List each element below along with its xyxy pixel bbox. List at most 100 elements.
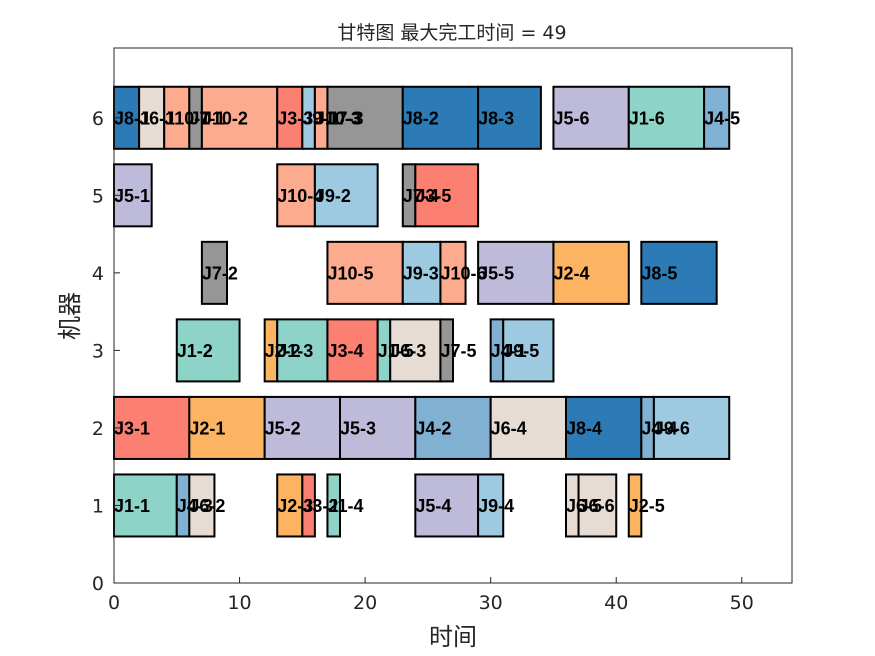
task-label: J5-5 bbox=[478, 263, 514, 283]
task-label: J4-5 bbox=[704, 108, 740, 128]
task-bar bbox=[489, 395, 567, 460]
task-label: J9-2 bbox=[315, 186, 351, 206]
task-labels: J1-1 J4-3J6-2 J2-3J3-2J1-4 J5-4 J9-4 J6-5J6-6… bbox=[114, 108, 740, 516]
x-tick-label: 20 bbox=[353, 592, 377, 614]
task-bar bbox=[439, 318, 455, 383]
task-label: J5-1 bbox=[114, 186, 150, 206]
task-bar bbox=[414, 163, 480, 228]
task-bar bbox=[163, 85, 191, 150]
x-tick-label: 50 bbox=[730, 592, 754, 614]
task-label: J7-1 bbox=[189, 108, 225, 128]
task-bar bbox=[627, 85, 706, 150]
task-bar bbox=[113, 473, 178, 538]
task-bar bbox=[326, 318, 379, 383]
task-bar bbox=[326, 85, 404, 150]
task-bar bbox=[313, 163, 379, 228]
task-label: J1-1 bbox=[114, 496, 150, 516]
task-label: J4-1 bbox=[491, 341, 527, 361]
task-bar bbox=[188, 473, 216, 538]
task-label: J6-2 bbox=[189, 496, 225, 516]
y-tick-label: 3 bbox=[92, 340, 104, 362]
task-label: J5-2 bbox=[265, 418, 301, 438]
task-label: J3-2 bbox=[302, 496, 338, 516]
task-label: J6-1 bbox=[139, 108, 175, 128]
task-label: J2-3 bbox=[277, 496, 313, 516]
task-label: J6-6 bbox=[579, 496, 615, 516]
task-label: J10-2 bbox=[202, 108, 248, 128]
y-tick-label: 0 bbox=[92, 573, 104, 595]
y-tick-label: 5 bbox=[92, 185, 104, 207]
x-tick-label: 10 bbox=[227, 592, 251, 614]
task-bar bbox=[276, 163, 316, 228]
x-tick-label: 40 bbox=[604, 592, 628, 614]
task-label: J3-1 bbox=[114, 418, 150, 438]
task-label: J3-3 bbox=[277, 108, 313, 128]
task-label: J6-5 bbox=[566, 496, 602, 516]
task-bar bbox=[439, 240, 467, 305]
task-label: J5-6 bbox=[553, 108, 589, 128]
task-bar bbox=[477, 85, 542, 150]
task-label: J7-5 bbox=[440, 341, 476, 361]
task-bar bbox=[640, 240, 718, 305]
task-label: J9-3 bbox=[403, 263, 439, 283]
x-tick-label: 0 bbox=[108, 592, 120, 614]
task-bar bbox=[401, 240, 442, 305]
task-label: J8-3 bbox=[478, 108, 514, 128]
task-bar bbox=[502, 318, 555, 383]
task-label: J2-2 bbox=[265, 341, 301, 361]
task-label: J6-4 bbox=[491, 418, 527, 438]
task-label: J5-3 bbox=[340, 418, 376, 438]
task-bar bbox=[703, 85, 731, 150]
task-label: J2-4 bbox=[553, 263, 589, 283]
task-bar bbox=[188, 395, 266, 460]
task-label: J7-3 bbox=[327, 108, 363, 128]
task-bar bbox=[627, 473, 643, 538]
task-label: J3-5 bbox=[415, 186, 451, 206]
y-tick-label: 1 bbox=[92, 495, 104, 517]
task-label: J4-2 bbox=[415, 418, 451, 438]
task-label: J1-2 bbox=[177, 341, 213, 361]
task-label: J1-6 bbox=[629, 108, 665, 128]
y-tick-label: 4 bbox=[92, 263, 104, 285]
task-label: J8-4 bbox=[566, 418, 602, 438]
task-label: J3-4 bbox=[327, 341, 363, 361]
y-tick-label: 2 bbox=[92, 418, 104, 440]
task-bar bbox=[200, 240, 228, 305]
task-label: J10-4 bbox=[277, 186, 323, 206]
task-label: J10-5 bbox=[327, 263, 373, 283]
task-label: J1-5 bbox=[378, 341, 414, 361]
task-label: J7-4 bbox=[403, 186, 439, 206]
plot-border bbox=[113, 47, 793, 584]
task-bar bbox=[652, 395, 731, 460]
x-axis-title: 时间 bbox=[429, 623, 477, 651]
task-label: J9-6 bbox=[654, 418, 690, 438]
task-bar bbox=[339, 395, 417, 460]
task-label: J9-4 bbox=[478, 496, 514, 516]
task-bar bbox=[326, 473, 342, 538]
task-label: J2-1 bbox=[189, 418, 225, 438]
x-tick-label: 30 bbox=[479, 592, 503, 614]
task-label: J7-2 bbox=[202, 263, 238, 283]
task-bar bbox=[276, 318, 329, 383]
task-bar bbox=[477, 240, 555, 305]
task-label: J9-1 bbox=[302, 108, 338, 128]
task-label: J1-3 bbox=[277, 341, 313, 361]
task-label: J8-1 bbox=[114, 108, 150, 128]
task-bar bbox=[552, 240, 630, 305]
task-label: J8-5 bbox=[641, 263, 677, 283]
task-bar bbox=[565, 395, 643, 460]
task-label: J6-3 bbox=[390, 341, 426, 361]
task-label: J10-3 bbox=[315, 108, 361, 128]
task-label: J4-4 bbox=[641, 418, 677, 438]
task-label: J9-5 bbox=[503, 341, 539, 361]
task-bar bbox=[414, 473, 480, 538]
task-bar bbox=[477, 473, 505, 538]
y-axis-ticks: 0 1 2 3 4 5 6 bbox=[92, 108, 120, 595]
task-label: J10-6 bbox=[440, 263, 486, 283]
task-label: J8-2 bbox=[403, 108, 439, 128]
task-bars bbox=[113, 85, 731, 538]
task-label: J5-4 bbox=[415, 496, 451, 516]
y-tick-label: 6 bbox=[92, 108, 104, 130]
